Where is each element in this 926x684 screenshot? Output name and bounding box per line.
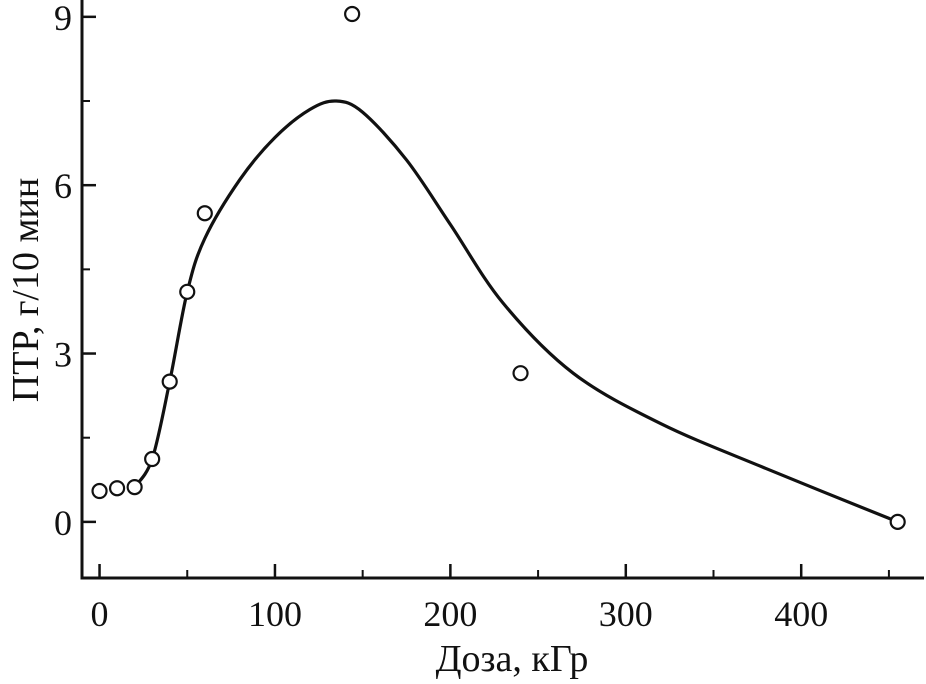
- data-points-layer: [91, 5, 906, 530]
- data-point: [889, 513, 906, 530]
- x-tick-label-200: 200: [423, 594, 477, 634]
- data-point: [91, 482, 108, 500]
- data-point: [108, 480, 126, 497]
- data-point: [161, 373, 178, 390]
- tick-labels: 0 100 200 300 400 0 3 6 9: [54, 0, 828, 634]
- y-tick-label-6: 6: [54, 166, 72, 206]
- y-axis-label: ПТР, г/10 мин: [5, 178, 47, 402]
- y-tick-label-3: 3: [54, 335, 72, 375]
- x-tick-label-100: 100: [248, 594, 302, 634]
- x-tick-label-400: 400: [774, 594, 828, 634]
- data-point: [344, 5, 361, 23]
- fitted-curve-layer: [133, 99, 900, 524]
- x-tick-label-300: 300: [599, 594, 653, 634]
- data-point: [126, 478, 143, 496]
- data-point: [512, 365, 529, 382]
- fitted-curve: [133, 99, 900, 524]
- data-point: [179, 283, 196, 300]
- x-tick-label-0: 0: [91, 594, 109, 634]
- axes: [80, 0, 924, 580]
- y-tick-label-0: 0: [54, 503, 72, 543]
- y-tick-label-9: 9: [54, 0, 72, 38]
- tick-marks: [82, 15, 890, 578]
- data-point: [144, 450, 161, 468]
- x-axis-label: Доза, кГр: [436, 638, 589, 680]
- data-point: [196, 205, 213, 222]
